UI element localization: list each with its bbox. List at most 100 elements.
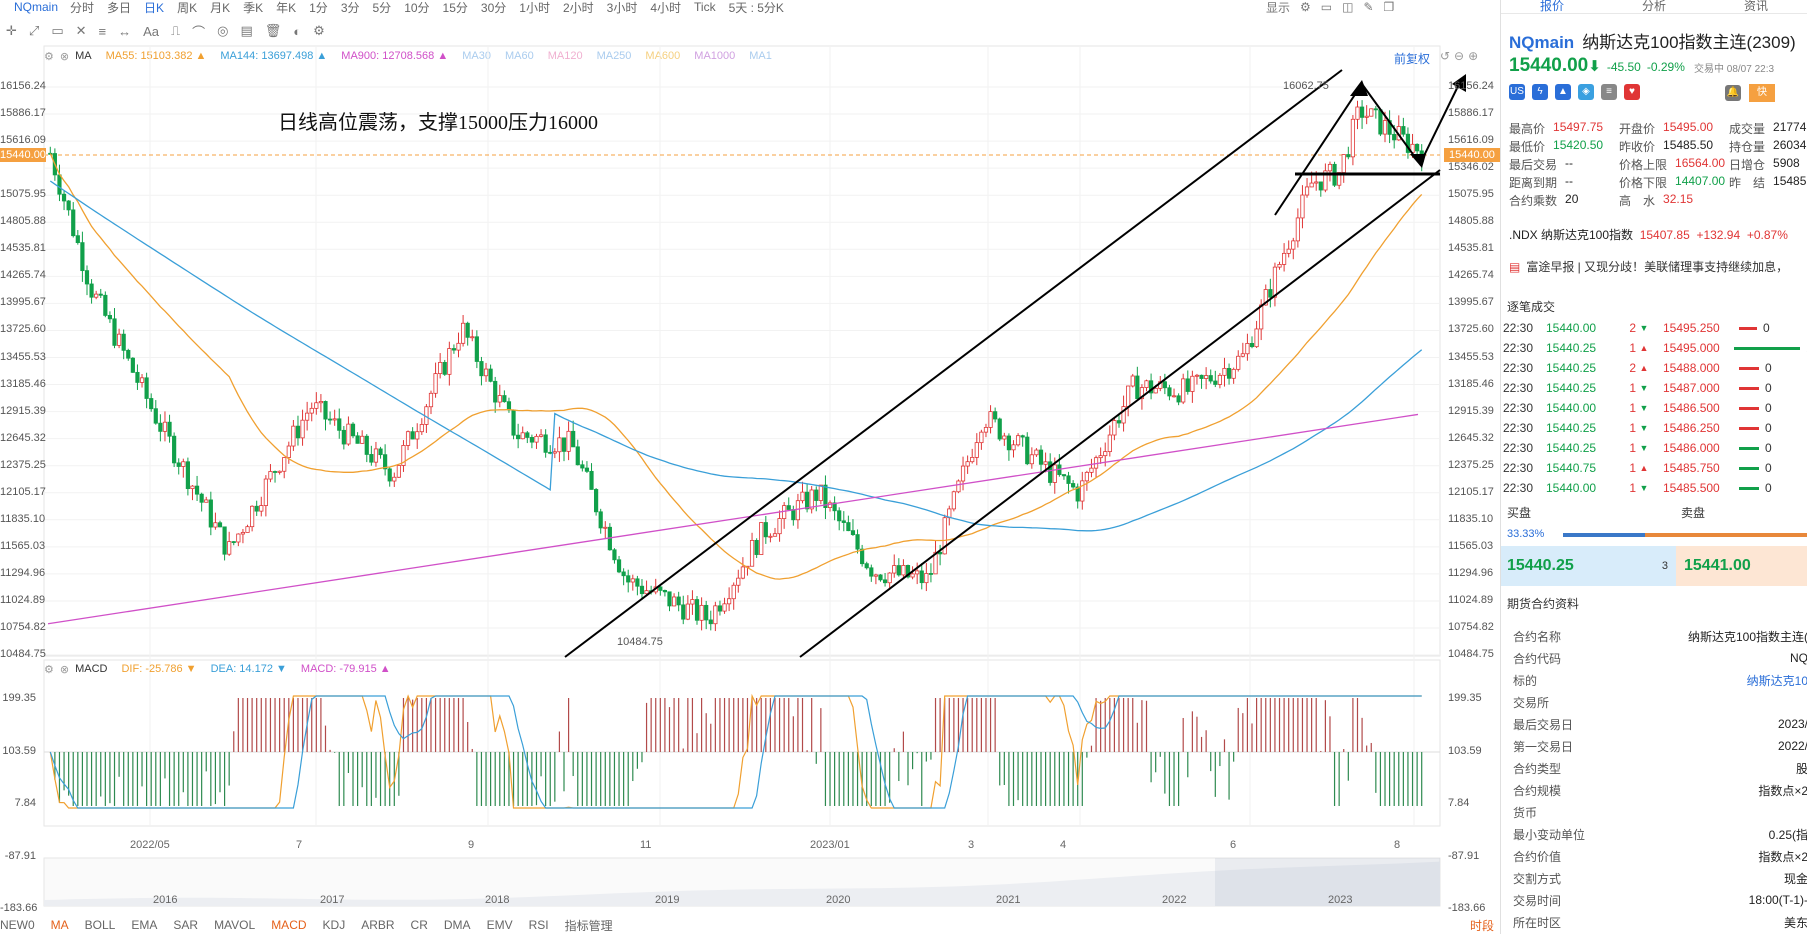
period-tab[interactable]: 4小时 bbox=[650, 0, 682, 15]
legend-item[interactable]: MA144: 13697.498 ▲ bbox=[220, 50, 328, 62]
indicator-tab[interactable]: BOLL bbox=[84, 918, 116, 932]
draw-tool-icon[interactable]: ⌒ bbox=[192, 24, 206, 40]
ask-price-box[interactable]: 15441.00 bbox=[1676, 546, 1807, 586]
tick-list[interactable]: 22:30 15440.00 2 ▼ 22:30 15440.25 1 ▲ 22:30 15440… bbox=[1501, 318, 1807, 494]
draw-tool-icon[interactable]: ⚙ bbox=[313, 23, 325, 38]
indicator-tab[interactable]: EMA bbox=[131, 918, 158, 932]
legend-item[interactable]: MA900: 12708.568 ▲ bbox=[341, 50, 449, 62]
legend-item[interactable]: DIF: -25.786 ▼ bbox=[121, 663, 197, 675]
legend-item[interactable]: MA60 bbox=[504, 50, 534, 62]
tag-icon[interactable]: ◈ bbox=[1578, 84, 1594, 100]
period-tab[interactable]: 季K bbox=[243, 0, 264, 15]
period-tab[interactable]: 10分 bbox=[404, 0, 430, 15]
camera-icon[interactable]: ◫ bbox=[1342, 0, 1354, 14]
indicator-tab[interactable]: MACD bbox=[271, 918, 307, 932]
indicator-tab[interactable]: CR bbox=[410, 918, 428, 932]
period-tab[interactable]: 15分 bbox=[442, 0, 468, 15]
layout-icon[interactable]: ▭ bbox=[1320, 0, 1333, 14]
news-ticker[interactable]: ▤ 富途早报 | 又现分歧！美联储理事支持继续加息， bbox=[1509, 258, 1788, 275]
window-icon[interactable]: ❐ bbox=[1383, 0, 1395, 14]
period-tab[interactable]: 1分 bbox=[309, 0, 328, 15]
display-button[interactable]: 显示 bbox=[1266, 0, 1291, 15]
legend-item[interactable]: DEA: 14.172 ▼ bbox=[210, 663, 287, 675]
indicator-tab[interactable]: EMV bbox=[486, 918, 513, 932]
indicator-tab[interactable]: SAR bbox=[173, 918, 199, 932]
indicator-tab[interactable]: 指标管理 bbox=[564, 918, 613, 933]
indicator-tab[interactable]: ARBR bbox=[361, 918, 395, 932]
draw-tool-icon[interactable]: ⤢ bbox=[28, 23, 40, 38]
period-tab[interactable]: Tick bbox=[694, 0, 716, 14]
spec-value[interactable]: 纳斯达克10 bbox=[1746, 673, 1807, 688]
quote-tab[interactable]: 报价 bbox=[1539, 0, 1564, 13]
trendline-drawings[interactable] bbox=[564, 69, 1466, 658]
legend-item[interactable]: MA600 bbox=[645, 50, 681, 62]
wave-projection-line[interactable] bbox=[1274, 77, 1463, 216]
period-tab[interactable]: 5天 : 5分K bbox=[728, 0, 784, 15]
channel-lower-line[interactable] bbox=[799, 169, 1441, 658]
indicator-tab[interactable]: RSI bbox=[528, 918, 549, 932]
draw-tool-icon[interactable]: Aa bbox=[143, 23, 160, 39]
draw-tool-icon[interactable]: ▭ bbox=[51, 23, 64, 38]
fast-trade-button[interactable]: 快 bbox=[1749, 84, 1775, 102]
draw-tool-icon[interactable]: ≡ bbox=[98, 23, 107, 39]
period-tab[interactable]: 月K bbox=[210, 0, 231, 15]
list-icon[interactable]: ≡ bbox=[1601, 84, 1617, 100]
period-tab[interactable]: 5分 bbox=[372, 0, 392, 15]
symbol-label[interactable]: NQmain bbox=[14, 0, 59, 14]
quote-tab[interactable]: 分析 bbox=[1641, 0, 1666, 13]
period-tab[interactable]: 3小时 bbox=[606, 0, 638, 15]
draw-tool-icon[interactable]: ✛ bbox=[6, 23, 17, 38]
quote-tab[interactable]: 资讯 bbox=[1743, 0, 1768, 13]
close-icon[interactable]: ⊗ bbox=[59, 50, 70, 63]
indicator-tab[interactable]: MAVOL bbox=[214, 918, 256, 932]
period-tab[interactable]: 2小时 bbox=[562, 0, 594, 15]
period-tab[interactable]: 周K bbox=[177, 0, 198, 15]
period-tab[interactable]: 1小时 bbox=[519, 0, 550, 15]
legend-item[interactable]: MA bbox=[75, 50, 92, 62]
legend-item[interactable]: MACD bbox=[75, 663, 108, 675]
adjust-restore-button[interactable]: 前复权 bbox=[1394, 52, 1431, 66]
close-icon[interactable]: ⊗ bbox=[59, 663, 70, 676]
legend-item[interactable]: MA120 bbox=[547, 50, 583, 62]
heart-icon[interactable]: ♥ bbox=[1624, 84, 1640, 100]
indicator-tab[interactable]: MA bbox=[50, 918, 69, 932]
overview-navigator[interactable] bbox=[43, 857, 1441, 907]
draw-tool-icon[interactable]: ◐ bbox=[293, 23, 302, 39]
timing-button[interactable]: 时段 bbox=[1470, 919, 1495, 933]
draw-tool-icon[interactable]: ↔ bbox=[118, 23, 132, 39]
draw-tool-icon[interactable]: 🗑 bbox=[264, 23, 282, 38]
channel-upper-line[interactable] bbox=[564, 69, 1343, 658]
legend-item[interactable]: MA250 bbox=[596, 50, 632, 62]
draw-tool-icon[interactable]: ⎍ bbox=[171, 23, 181, 38]
indicator-tab[interactable]: KDJ bbox=[322, 918, 346, 932]
period-tab[interactable]: 分时 bbox=[70, 0, 95, 15]
bid-price-box[interactable]: 15440.25 3 bbox=[1501, 546, 1676, 586]
lightning-icon[interactable]: ϟ bbox=[1532, 84, 1548, 100]
legend-item[interactable]: MA55: 15103.382 ▲ bbox=[105, 50, 207, 62]
price-chart-canvas[interactable] bbox=[0, 0, 1500, 934]
period-tab[interactable]: 30分 bbox=[480, 0, 507, 15]
legend-item[interactable]: MA30 bbox=[462, 50, 491, 62]
indicator-tab[interactable]: DMA bbox=[443, 918, 471, 932]
draw-tool-icon[interactable]: ◎ bbox=[217, 23, 229, 38]
pen-icon[interactable]: ✎ bbox=[1363, 0, 1374, 14]
legend-item[interactable]: MA1000 bbox=[694, 50, 736, 62]
macd-axis-label: 103.59 bbox=[2, 744, 36, 757]
legend-item[interactable]: MACD: -79.915 ▲ bbox=[300, 663, 391, 675]
overview-selection[interactable] bbox=[1215, 858, 1440, 906]
draw-tool-icon[interactable]: ✕ bbox=[75, 23, 87, 38]
settings-icon[interactable]: ⚙ bbox=[44, 663, 54, 676]
period-tab[interactable]: 3分 bbox=[340, 0, 360, 15]
indicator-tab[interactable]: NEW0 bbox=[0, 918, 35, 932]
zoom-controls-icon[interactable]: ↺⊖⊕ bbox=[1440, 49, 1483, 63]
settings-icon[interactable]: ⚙ bbox=[44, 50, 54, 63]
period-tab[interactable]: 年K bbox=[276, 0, 297, 15]
alert-icon[interactable]: 🔔 bbox=[1725, 85, 1741, 101]
draw-tool-icon[interactable]: ▤ bbox=[240, 23, 253, 38]
period-tab[interactable]: 多日 bbox=[107, 0, 132, 15]
trade-icon[interactable]: ▲ bbox=[1555, 84, 1571, 100]
index-quote[interactable]: .NDX 纳斯达克100指数 15407.85 +132.94 +0.87% bbox=[1509, 226, 1788, 243]
legend-item[interactable]: MA1 bbox=[749, 50, 772, 62]
period-tab[interactable]: 日K bbox=[144, 0, 165, 15]
settings-icon[interactable]: ⚙ bbox=[1300, 0, 1311, 14]
